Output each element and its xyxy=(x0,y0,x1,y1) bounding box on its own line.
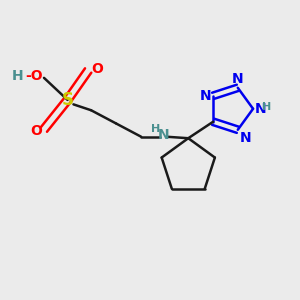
Text: -O: -O xyxy=(25,69,43,83)
Text: H: H xyxy=(151,124,160,134)
Text: N: N xyxy=(232,72,244,86)
Text: N: N xyxy=(158,128,169,142)
Text: H: H xyxy=(262,102,271,112)
Text: H: H xyxy=(12,69,23,83)
Text: N: N xyxy=(254,102,266,116)
Text: N: N xyxy=(239,131,251,145)
Text: O: O xyxy=(31,124,43,138)
Text: S: S xyxy=(61,91,74,109)
Text: N: N xyxy=(200,89,212,103)
Text: O: O xyxy=(91,62,103,76)
